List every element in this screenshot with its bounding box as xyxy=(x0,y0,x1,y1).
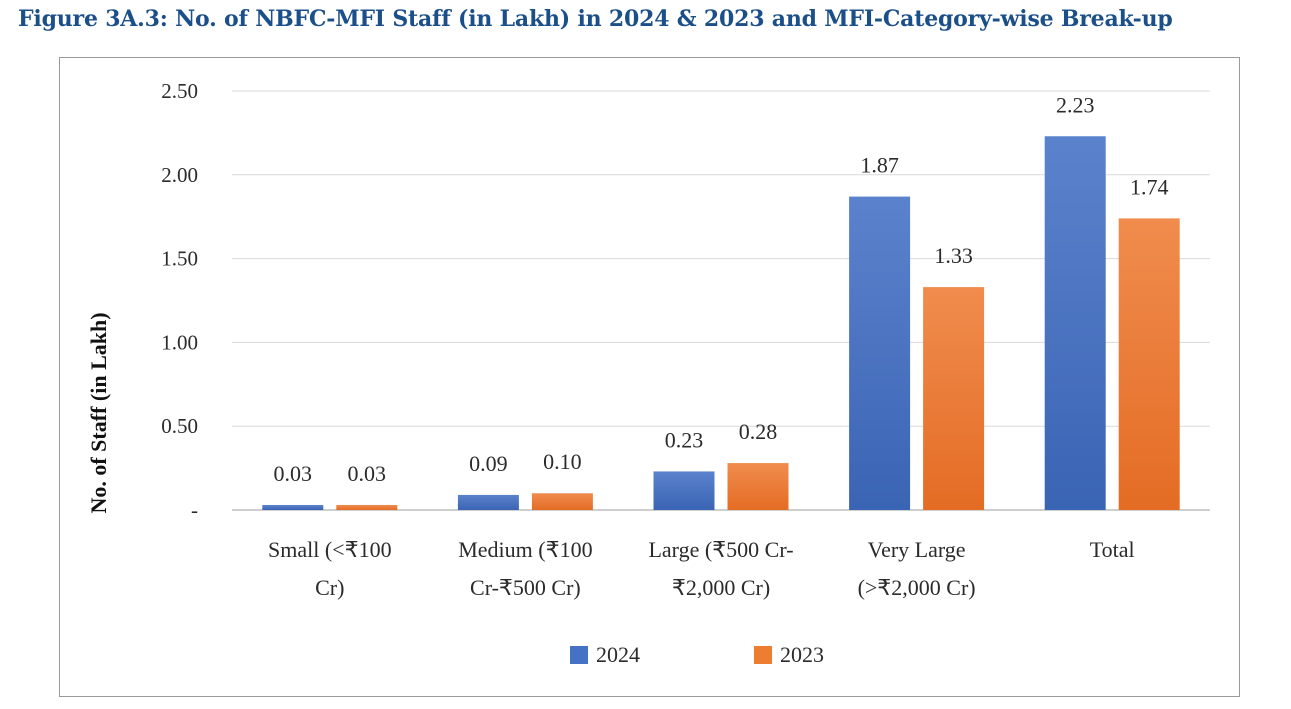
legend: 2024 2023 xyxy=(570,642,824,667)
data-label: 2.23 xyxy=(1056,92,1095,117)
x-category-label: Cr-₹500 Cr) xyxy=(470,575,581,600)
x-category-label: Small (<₹100 xyxy=(268,537,392,562)
data-label: 0.10 xyxy=(543,449,582,474)
bar-2024 xyxy=(262,504,324,510)
data-label: 0.28 xyxy=(739,419,778,444)
x-category-label: Total xyxy=(1090,537,1135,562)
y-tick-label: 1.50 xyxy=(161,247,198,271)
bars xyxy=(262,136,1180,510)
y-axis-ticks: - 0.50 1.00 1.50 2.00 2.50 xyxy=(161,79,198,522)
data-label: 1.87 xyxy=(860,153,899,178)
bar-2024 xyxy=(457,494,519,510)
bar-2023 xyxy=(727,463,789,510)
bar-2023 xyxy=(1118,218,1180,510)
y-tick-label: 0.50 xyxy=(161,414,198,438)
data-label: 0.03 xyxy=(274,461,313,486)
y-tick-label: 1.00 xyxy=(161,330,198,354)
x-category-label: ₹2,000 Cr) xyxy=(672,575,770,600)
y-axis-label: No. of Staff (in Lakh) xyxy=(86,312,111,513)
y-tick-label: 2.50 xyxy=(161,79,198,103)
legend-label: 2024 xyxy=(596,642,640,667)
x-category-label: Very Large xyxy=(868,537,966,562)
chart-frame xyxy=(59,57,1240,697)
data-labels: 0.03 0.03 0.09 0.10 0.23 0.28 1.87 1.33 2.23 1.74 xyxy=(274,92,1169,486)
data-label: 0.23 xyxy=(665,427,704,452)
data-label: 0.03 xyxy=(348,461,387,486)
legend-label: 2023 xyxy=(780,642,824,667)
bar-2024 xyxy=(1044,136,1106,510)
y-tick-label: - xyxy=(191,498,198,522)
x-category-label: (>₹2,000 Cr) xyxy=(858,575,976,600)
data-label: 0.09 xyxy=(469,451,508,476)
bar-2024 xyxy=(653,471,715,510)
data-label: 1.74 xyxy=(1130,174,1169,199)
bar-2023 xyxy=(531,493,593,510)
data-label: 1.33 xyxy=(934,243,973,268)
x-category-label: Medium (₹100 xyxy=(458,537,592,562)
x-axis-categories: Small (<₹100 Cr) Medium (₹100 Cr-₹500 Cr) La… xyxy=(268,537,1135,600)
bar-2023 xyxy=(336,504,398,510)
bar-2024 xyxy=(849,196,911,510)
y-tick-label: 2.00 xyxy=(161,163,198,187)
x-category-label: Cr) xyxy=(315,575,344,600)
figure-title: Figure 3A.3: No. of NBFC-MFI Staff (in L… xyxy=(18,6,1173,32)
x-category-label: Large (₹500 Cr- xyxy=(648,537,793,562)
bar-2023 xyxy=(923,287,985,510)
legend-swatch-2024 xyxy=(570,646,588,664)
legend-swatch-2023 xyxy=(754,646,772,664)
